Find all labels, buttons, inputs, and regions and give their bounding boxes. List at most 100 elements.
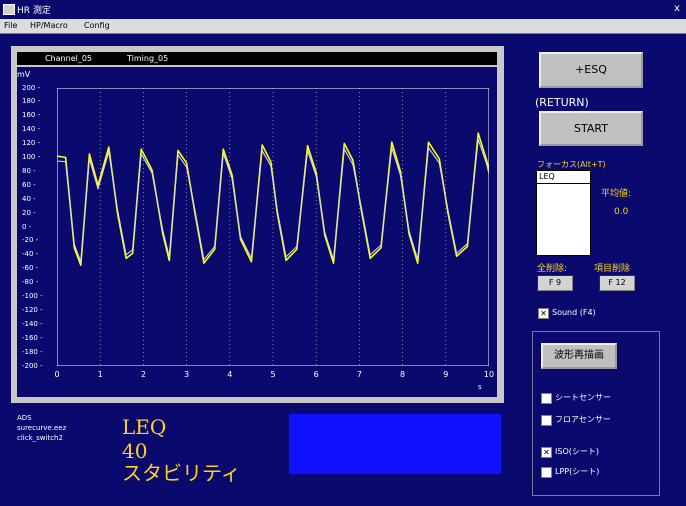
data-point <box>456 255 458 257</box>
data-point <box>168 259 170 261</box>
plot-background <box>57 88 489 366</box>
data-point <box>108 146 110 148</box>
y-tick-label: -180 - <box>22 347 43 356</box>
y-tick-label: 40 - <box>22 194 36 203</box>
menu-bar: File HP/Macro Config <box>0 19 686 34</box>
data-point <box>132 252 134 254</box>
data-point <box>352 159 354 161</box>
esq-button[interactable]: +ESQ <box>539 52 643 88</box>
lpp-seat-checkbox[interactable] <box>541 467 552 478</box>
y-tick-label: 0 - <box>22 222 32 231</box>
x-tick-label: 4 <box>227 370 233 379</box>
data-point <box>361 208 363 210</box>
x-tick-label: 0 <box>54 370 60 379</box>
data-point <box>240 236 242 238</box>
data-point <box>369 254 371 256</box>
y-tick-label: -100 - <box>22 292 43 300</box>
data-point <box>343 148 345 150</box>
data-point <box>296 248 298 250</box>
redraw-button[interactable]: 波形再描画 <box>541 343 617 369</box>
data-point <box>369 257 371 259</box>
y-tick-label: 20 - <box>22 208 36 217</box>
data-point <box>315 175 317 177</box>
seat-sensor-checkbox[interactable] <box>541 393 552 404</box>
data-point <box>285 259 287 261</box>
data-point <box>307 150 309 152</box>
delete-all-key[interactable]: F 9 <box>537 275 573 291</box>
data-point <box>65 156 67 159</box>
data-point <box>477 132 479 134</box>
data-point <box>116 209 119 211</box>
y-tick-label: -200 - <box>22 361 43 370</box>
data-point <box>231 174 233 176</box>
data-point <box>486 163 488 166</box>
focus-label: フォーカス(Alt+T) <box>537 160 606 169</box>
data-point <box>399 170 401 172</box>
data-point <box>447 209 449 211</box>
data-point <box>177 154 179 156</box>
data-point <box>140 148 142 150</box>
data-point <box>88 153 90 155</box>
delete-item-key[interactable]: F 12 <box>599 275 635 291</box>
y-tick-label: 180 - <box>22 97 41 106</box>
menu-file[interactable]: File <box>4 21 18 30</box>
data-point <box>488 173 489 175</box>
delete-item-label: 項目削除 <box>594 264 631 274</box>
data-point <box>73 243 75 245</box>
data-point <box>270 161 272 163</box>
data-point <box>250 257 252 259</box>
data-point <box>276 209 278 211</box>
y-axis-unit: mV <box>17 70 31 79</box>
data-point <box>194 211 196 213</box>
data-point <box>214 245 216 248</box>
sound-checkbox[interactable]: ✕ <box>538 308 549 319</box>
data-point <box>222 152 224 154</box>
y-tick-label: -160 - <box>22 333 43 342</box>
menu-config[interactable]: Config <box>84 21 110 30</box>
data-point <box>186 166 188 168</box>
data-point <box>97 188 99 190</box>
data-point <box>307 145 309 147</box>
data-point <box>140 153 142 155</box>
measurement-listbox[interactable]: LEQ <box>536 170 591 256</box>
menu-macro[interactable]: HP/Macro <box>30 21 68 30</box>
data-point <box>332 262 335 264</box>
y-tick-label: 200 - <box>22 83 41 92</box>
data-point <box>438 162 440 164</box>
waveform-chart <box>57 88 489 366</box>
data-point <box>57 160 58 162</box>
data-point <box>352 163 354 166</box>
window-title: HR 測定 <box>17 6 51 16</box>
data-point <box>88 158 90 160</box>
display-panel <box>289 414 501 474</box>
plot-header: Channel_05 Timing_05 <box>17 52 497 65</box>
y-tick-label: 160 - <box>22 111 41 120</box>
info-line-2: surecurve.eez <box>17 424 67 432</box>
y-tick-label: 140 - <box>22 125 41 134</box>
start-button[interactable]: START <box>539 111 643 146</box>
data-point <box>168 256 170 258</box>
lpp-seat-label: LPP(シート) <box>555 467 600 476</box>
x-tick-label: 10 <box>483 370 495 379</box>
data-point <box>270 165 272 167</box>
data-point <box>125 257 127 259</box>
option-panel <box>532 331 660 496</box>
iso-seat-checkbox[interactable]: ✕ <box>541 447 552 458</box>
data-point <box>417 262 419 264</box>
data-point <box>315 172 317 174</box>
data-point <box>486 160 488 162</box>
data-point <box>399 174 401 176</box>
close-icon[interactable]: x <box>674 3 680 14</box>
data-point <box>186 162 188 164</box>
x-tick-label: 8 <box>400 370 406 379</box>
data-point <box>427 141 430 143</box>
data-point <box>132 249 134 251</box>
average-value: 0.0 <box>614 207 629 217</box>
floor-sensor-checkbox[interactable] <box>541 415 552 426</box>
data-point <box>391 147 393 149</box>
iso-seat-label: ISO(シート) <box>555 447 599 456</box>
list-item[interactable]: LEQ <box>539 172 555 181</box>
data-point <box>240 238 242 241</box>
data-point <box>427 147 430 149</box>
x-tick-label: 2 <box>140 370 146 379</box>
